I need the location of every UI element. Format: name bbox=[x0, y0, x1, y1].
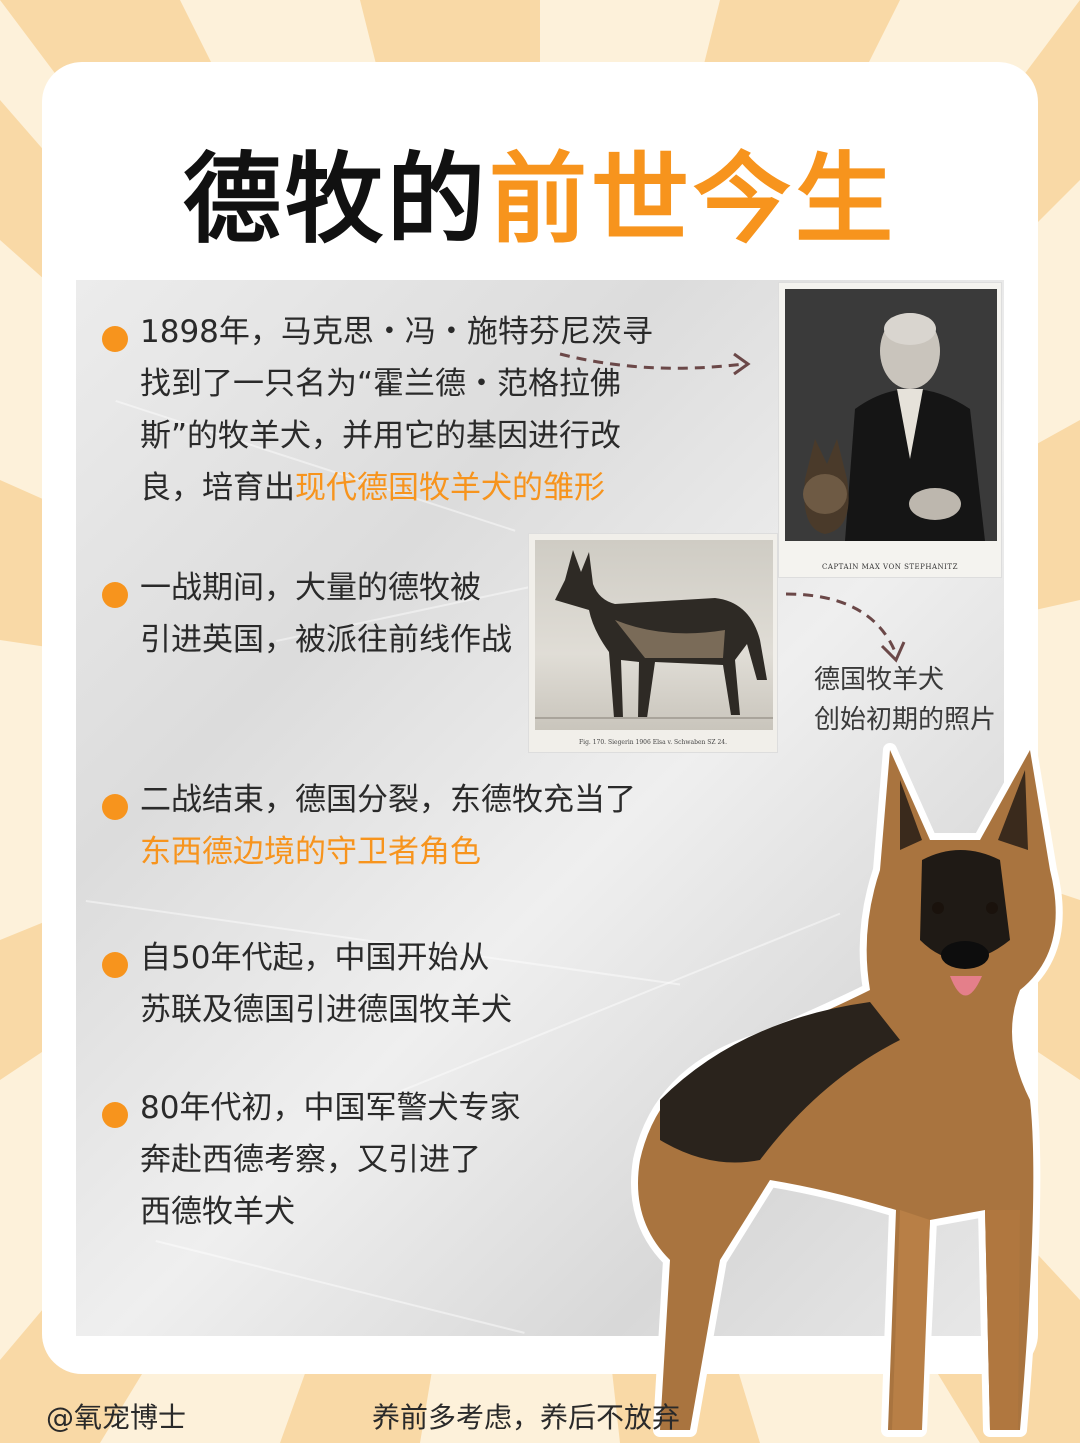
bullet-text: 一战期间，大量的德牧被 引进英国，被派往前线作战 bbox=[140, 562, 512, 666]
german-shepherd-image bbox=[631, 743, 1063, 1437]
bullet-line: 苏联及德国引进德国牧羊犬 bbox=[140, 992, 512, 1028]
bullet-text: 1898年，马克思・冯・施特芬尼茨寻 找到了一只名为“霍兰德・范格拉佛 斯”的牧… bbox=[140, 306, 653, 514]
bullet-1898: 1898年，马克思・冯・施特芬尼茨寻 找到了一只名为“霍兰德・范格拉佛 斯”的牧… bbox=[102, 306, 653, 514]
bullet-dot bbox=[102, 326, 128, 352]
footer-slogan: 养前多考虑，养后不放弃 bbox=[372, 1401, 681, 1434]
bullet-dot bbox=[102, 1102, 128, 1128]
bullet-line: 奔赴西德考察，又引进了 bbox=[140, 1142, 481, 1178]
bullet-text: 80年代初，中国军警犬专家 奔赴西德考察，又引进了 西德牧羊犬 bbox=[140, 1082, 520, 1238]
photo-note-line: 创始初期的照片 bbox=[814, 705, 997, 735]
bullet-text: 自50年代起，中国开始从 苏联及德国引进德国牧羊犬 bbox=[140, 932, 512, 1036]
bullet-dot bbox=[102, 582, 128, 608]
portrait-image bbox=[785, 289, 997, 541]
early-dog-caption: Fig. 170. Siegerin 1906 Elsa v. Schwaben… bbox=[578, 739, 727, 746]
account-handle: @氧宠博士 bbox=[46, 1401, 187, 1434]
stephanitz-portrait-photo: CAPTAIN MAX VON STEPHANITZ bbox=[778, 282, 1002, 578]
bullet-line: 西德牧羊犬 bbox=[140, 1194, 295, 1230]
bullet-highlight: 现代德国牧羊犬的雏形 bbox=[295, 470, 605, 506]
bullet-line: 引进英国，被派往前线作战 bbox=[140, 622, 512, 658]
bullet-line: 80年代初，中国军警犬专家 bbox=[140, 1090, 521, 1126]
bullet-1950s: 自50年代起，中国开始从 苏联及德国引进德国牧羊犬 bbox=[102, 932, 512, 1036]
page-title: 德牧的前世今生 bbox=[0, 120, 1080, 262]
portrait-caption: CAPTAIN MAX VON STEPHANITZ bbox=[822, 563, 958, 571]
early-gsd-photo: Fig. 170. Siegerin 1906 Elsa v. Schwaben… bbox=[528, 533, 778, 753]
bullet-line: 良，培育出现代德国牧羊犬的雏形 bbox=[140, 462, 653, 514]
photo-note: 德国牧羊犬 创始初期的照片 bbox=[814, 660, 996, 740]
bullet-text-plain: 良，培育出 bbox=[140, 470, 295, 506]
bullet-line: 找到了一只名为“霍兰德・范格拉佛 bbox=[140, 366, 622, 402]
bullet-1980s: 80年代初，中国军警犬专家 奔赴西德考察，又引进了 西德牧羊犬 bbox=[102, 1082, 520, 1238]
bullet-line: 二战结束，德国分裂，东德牧充当了 bbox=[140, 782, 636, 818]
title-part-black: 德牧的 bbox=[182, 143, 489, 257]
bullet-ww2: 二战结束，德国分裂，东德牧充当了 东西德边境的守卫者角色 bbox=[102, 774, 636, 878]
bullet-line: 1898年，马克思・冯・施特芬尼茨寻 bbox=[140, 314, 653, 350]
early-dog-image bbox=[535, 540, 773, 730]
photo-note-line: 德国牧羊犬 bbox=[814, 665, 945, 695]
bullet-ww1: 一战期间，大量的德牧被 引进英国，被派往前线作战 bbox=[102, 562, 512, 666]
bullet-line: 一战期间，大量的德牧被 bbox=[140, 570, 481, 606]
bullet-dot bbox=[102, 952, 128, 978]
bullet-highlight: 东西德边境的守卫者角色 bbox=[140, 834, 481, 870]
early-dog-illustration bbox=[535, 550, 773, 719]
portrait-illustration bbox=[785, 289, 997, 541]
title-part-orange: 前世今生 bbox=[489, 143, 898, 257]
bullet-dot bbox=[102, 794, 128, 820]
dashed-arrow-to-portrait bbox=[559, 352, 751, 376]
bullet-line: 斯”的牧羊犬，并用它的基因进行改 bbox=[140, 418, 622, 454]
bullet-text: 二战结束，德国分裂，东德牧充当了 东西德边境的守卫者角色 bbox=[140, 774, 636, 878]
dashed-arrow-to-note bbox=[785, 592, 906, 663]
bullet-line: 自50年代起，中国开始从 bbox=[140, 940, 490, 976]
